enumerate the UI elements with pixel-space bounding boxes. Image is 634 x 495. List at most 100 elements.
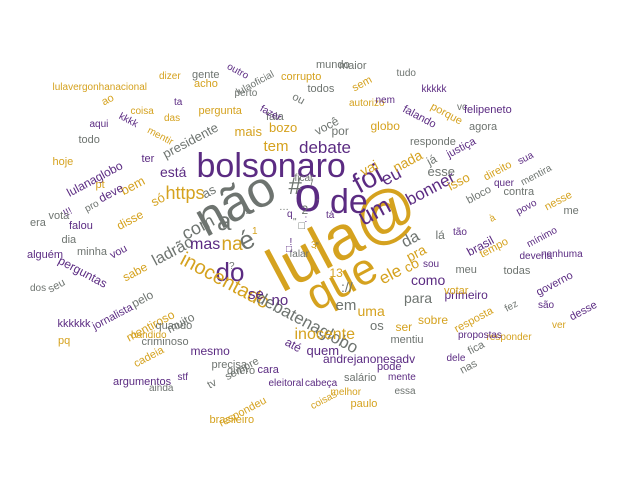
- word-la: lá: [435, 228, 445, 242]
- word-acho: acho: [194, 77, 218, 90]
- word-das: das: [164, 113, 181, 124]
- word-quem: quem: [306, 342, 340, 358]
- word-pergunta: pergunta: [198, 104, 242, 117]
- word-ter: ter: [141, 152, 155, 165]
- word-na: na: [221, 233, 243, 255]
- word-sua: sua: [516, 149, 536, 168]
- word-pelo: pelo: [128, 287, 156, 311]
- word-maior: maior: [339, 59, 367, 72]
- word-mentiu: mentiu: [390, 333, 424, 346]
- word-globo: globo: [370, 119, 400, 133]
- word-sem: sem: [349, 73, 374, 94]
- word-1: 1: [252, 226, 258, 237]
- word-pt: pt: [95, 178, 105, 191]
- word-aqui: aqui: [89, 119, 109, 130]
- word-lulavergonhanacional: lulavergonhanacional: [52, 82, 148, 93]
- word-ainda: ainda: [149, 383, 174, 394]
- word-em: em: [335, 296, 357, 314]
- word-deveria: deveria: [519, 251, 553, 262]
- word-mundo: mundo: [316, 58, 350, 71]
- word-contra: contra: [503, 185, 535, 198]
- word-https: https: [165, 183, 205, 203]
- word-symbol: ?: [229, 261, 235, 272]
- word-dele: dele: [446, 353, 466, 364]
- word-corrupto: corrupto: [281, 70, 322, 83]
- word-13: 13: [329, 266, 343, 280]
- word-q: q: [287, 209, 293, 220]
- word-symbol: …: [279, 202, 289, 213]
- word-symbol: “: [315, 241, 319, 252]
- word-votar: votar: [444, 284, 469, 297]
- word-nada: nada: [389, 146, 425, 176]
- word-bandido: bandido: [131, 330, 167, 341]
- word-dizer: dizer: [159, 71, 181, 82]
- word-todas: todas: [503, 264, 531, 277]
- word-precisa: precisa: [211, 358, 247, 371]
- word-a: à: [487, 212, 498, 225]
- word-ver: ver: [552, 320, 566, 331]
- word-melhor: melhor: [330, 387, 362, 398]
- word-tudo: tudo: [396, 68, 416, 79]
- word-coisa: coisa: [130, 106, 154, 117]
- word-primeiro: primeiro: [444, 288, 488, 302]
- word-essa: essa: [394, 386, 416, 397]
- word-para: para: [404, 290, 433, 306]
- word-argumentos: argumentos: [113, 375, 172, 388]
- word-nenhuma: nenhuma: [541, 249, 583, 260]
- word-ta: tá: [326, 210, 335, 221]
- word-symbol: □: [286, 244, 293, 255]
- word-symbol: ": [293, 217, 297, 228]
- word-tem: tem: [263, 137, 289, 155]
- word-eleitoral: eleitoral: [268, 378, 304, 389]
- word-2: 2: [301, 203, 309, 217]
- word-vota: vota: [48, 209, 70, 222]
- word-bolsonaro: bolsonaro: [196, 147, 346, 185]
- word-symbol: .: [245, 206, 249, 217]
- word-pode: pode: [377, 360, 402, 373]
- word-falou: falou: [69, 219, 93, 232]
- word-alguem: alguém: [27, 248, 64, 261]
- word-disse: disse: [114, 207, 146, 233]
- word-de: de: [330, 183, 368, 221]
- word-symbol: /: [310, 178, 314, 189]
- word-sobre: sobre: [418, 313, 449, 327]
- word-andrejanonesadv: andrejanonesadv: [323, 352, 416, 366]
- word-outro: outro: [224, 61, 250, 82]
- word-ja: já: [423, 151, 439, 169]
- word-dos: dos: [30, 283, 47, 294]
- word-responde: responde: [410, 135, 456, 148]
- word-mas: mas: [190, 236, 221, 253]
- word-stf: stf: [177, 372, 189, 383]
- word-sou: sou: [423, 259, 440, 270]
- word-symbol: !: [289, 237, 293, 248]
- word-sabe: sabe: [120, 259, 150, 285]
- word-no: no: [271, 291, 289, 309]
- word-kkkkk: kkkkk: [421, 84, 447, 95]
- word-symbol: □: [298, 219, 306, 232]
- word-como: como: [411, 272, 446, 288]
- word-cadeia: cadeia: [131, 343, 167, 370]
- word-uma: uma: [357, 303, 385, 319]
- word-a: a: [217, 206, 232, 236]
- word-cara: cara: [257, 363, 279, 376]
- word-mais: mais: [234, 123, 262, 139]
- word-quer: quer: [494, 178, 515, 189]
- word-so: só: [148, 189, 168, 209]
- word-brasileiro: brasileiro: [209, 413, 255, 426]
- word-minimo: mínimo: [524, 225, 559, 251]
- word-felipeneto: felipeneto: [464, 103, 512, 116]
- word-fala: fala: [266, 110, 284, 123]
- word-debate: debate: [299, 137, 351, 157]
- word-esta: está: [160, 164, 187, 180]
- word-propostas: propostas: [458, 330, 502, 341]
- word-dia: dia: [61, 233, 77, 246]
- word-era: era: [30, 216, 46, 229]
- word-por: por: [331, 124, 349, 138]
- word-ser: ser: [395, 320, 413, 334]
- word-os: os: [370, 317, 384, 333]
- word-autorizo: autorizo: [349, 98, 385, 109]
- word-inocente: inocente: [294, 326, 356, 343]
- word-falar: falar: [289, 249, 309, 260]
- word-todo: todo: [78, 133, 100, 146]
- word-governo: governo: [534, 268, 576, 299]
